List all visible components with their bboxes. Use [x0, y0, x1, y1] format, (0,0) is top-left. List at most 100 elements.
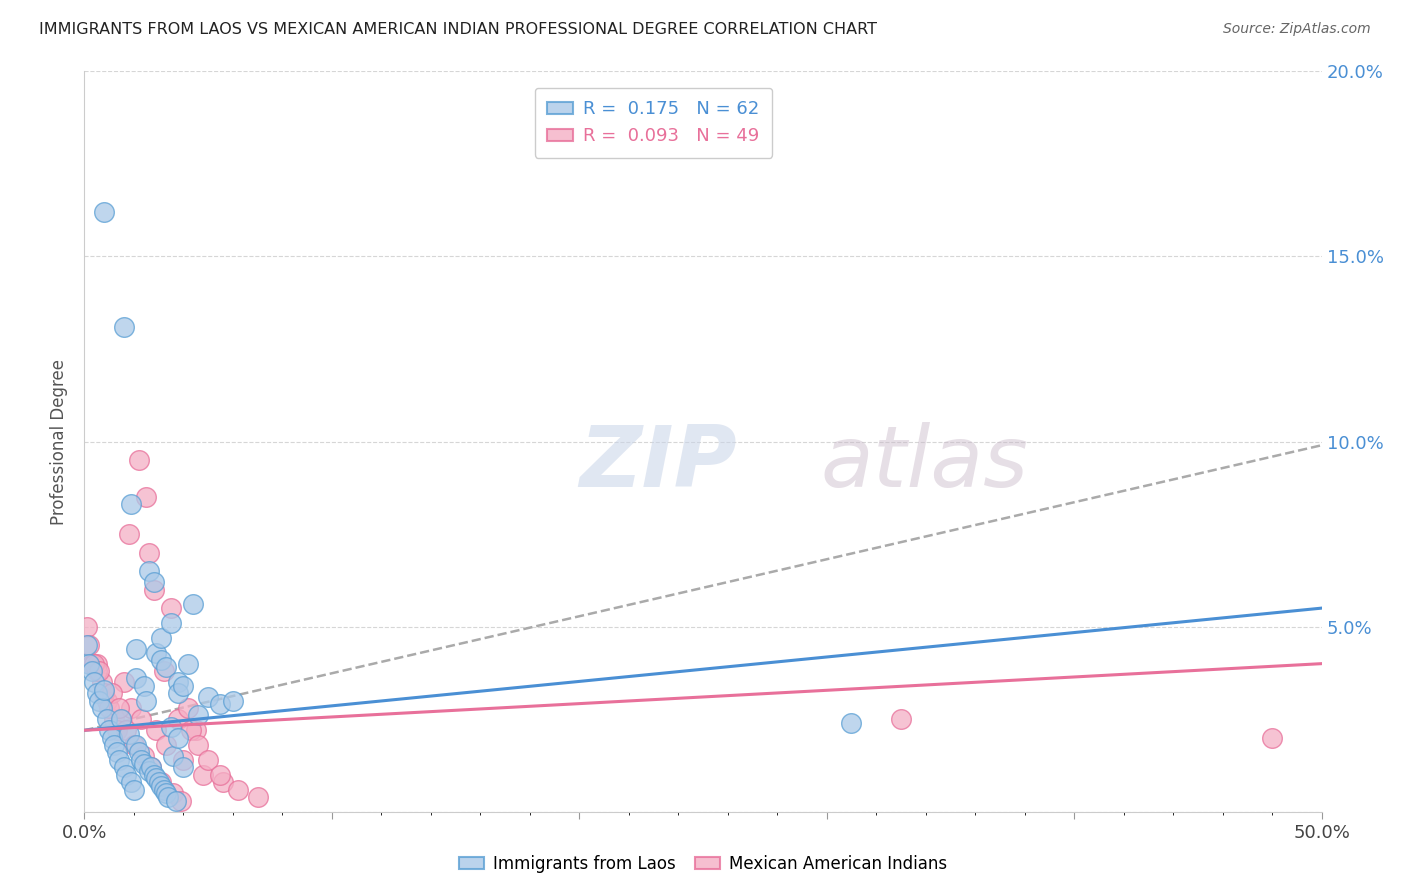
Point	[125, 641, 148, 656]
Point	[162, 749, 184, 764]
Point	[100, 731, 122, 745]
Point	[76, 638, 98, 652]
Legend: R =  0.175   N = 62, R =  0.093   N = 49: R = 0.175 N = 62, R = 0.093 N = 49	[534, 87, 772, 158]
Point	[120, 498, 142, 512]
Point	[145, 723, 167, 738]
Point	[142, 767, 165, 781]
Y-axis label: Professional Degree: Professional Degree	[51, 359, 69, 524]
Point	[76, 619, 98, 633]
Point	[167, 731, 190, 745]
Point	[150, 631, 173, 645]
Point	[100, 686, 122, 700]
Point	[155, 786, 177, 800]
Point	[162, 786, 184, 800]
Point	[177, 657, 200, 671]
Point	[841, 715, 863, 730]
Point	[167, 675, 190, 690]
Point	[120, 775, 142, 789]
Point	[120, 701, 142, 715]
Point	[125, 672, 148, 686]
Point	[93, 205, 115, 219]
Point	[86, 686, 108, 700]
Point	[138, 545, 160, 560]
Point	[103, 712, 125, 726]
Point	[226, 782, 249, 797]
Text: atlas: atlas	[821, 422, 1029, 505]
Legend: Immigrants from Laos, Mexican American Indians: Immigrants from Laos, Mexican American I…	[453, 848, 953, 880]
Point	[96, 694, 118, 708]
Text: Source: ZipAtlas.com: Source: ZipAtlas.com	[1223, 22, 1371, 37]
Point	[110, 712, 132, 726]
Point	[160, 615, 183, 630]
Point	[150, 779, 173, 793]
Point	[246, 789, 269, 804]
Point	[160, 601, 183, 615]
Point	[145, 772, 167, 786]
Point	[128, 746, 150, 760]
Point	[197, 690, 219, 704]
Point	[80, 664, 103, 678]
Point	[138, 564, 160, 578]
Point	[128, 453, 150, 467]
Point	[129, 712, 152, 726]
Point	[115, 723, 138, 738]
Point	[157, 789, 180, 804]
Point	[172, 753, 194, 767]
Point	[83, 675, 105, 690]
Point	[152, 782, 174, 797]
Point	[96, 712, 118, 726]
Point	[129, 753, 152, 767]
Point	[110, 712, 132, 726]
Point	[167, 686, 190, 700]
Point	[135, 694, 157, 708]
Point	[86, 657, 108, 671]
Point	[222, 694, 245, 708]
Point	[122, 738, 145, 752]
Point	[112, 675, 135, 690]
Point	[112, 319, 135, 334]
Point	[90, 675, 112, 690]
Point	[118, 527, 141, 541]
Point	[165, 794, 187, 808]
Point	[89, 694, 111, 708]
Point	[150, 775, 173, 789]
Point	[105, 723, 128, 738]
Point	[135, 490, 157, 504]
Point	[138, 764, 160, 778]
Point	[155, 660, 177, 674]
Point	[145, 646, 167, 660]
Point	[170, 794, 193, 808]
Point	[142, 582, 165, 597]
Point	[98, 723, 121, 738]
Point	[191, 767, 214, 781]
Point	[132, 679, 155, 693]
Text: IMMIGRANTS FROM LAOS VS MEXICAN AMERICAN INDIAN PROFESSIONAL DEGREE CORRELATION : IMMIGRANTS FROM LAOS VS MEXICAN AMERICAN…	[39, 22, 877, 37]
Point	[172, 679, 194, 693]
Point	[197, 753, 219, 767]
Point	[1261, 731, 1284, 745]
Point	[93, 682, 115, 697]
Point	[141, 760, 163, 774]
Point	[89, 664, 111, 678]
Point	[125, 738, 148, 752]
Point	[172, 760, 194, 774]
Point	[108, 701, 131, 715]
Point	[80, 657, 103, 671]
Point	[181, 598, 204, 612]
Point	[90, 701, 112, 715]
Point	[209, 698, 232, 712]
Point	[167, 712, 190, 726]
Point	[132, 756, 155, 771]
Point	[890, 712, 912, 726]
Point	[122, 782, 145, 797]
Point	[150, 653, 173, 667]
Point	[98, 701, 121, 715]
Point	[184, 723, 207, 738]
Point	[83, 657, 105, 671]
Point	[148, 775, 170, 789]
Point	[180, 723, 202, 738]
Point	[118, 727, 141, 741]
Point	[177, 701, 200, 715]
Point	[115, 767, 138, 781]
Point	[79, 657, 101, 671]
